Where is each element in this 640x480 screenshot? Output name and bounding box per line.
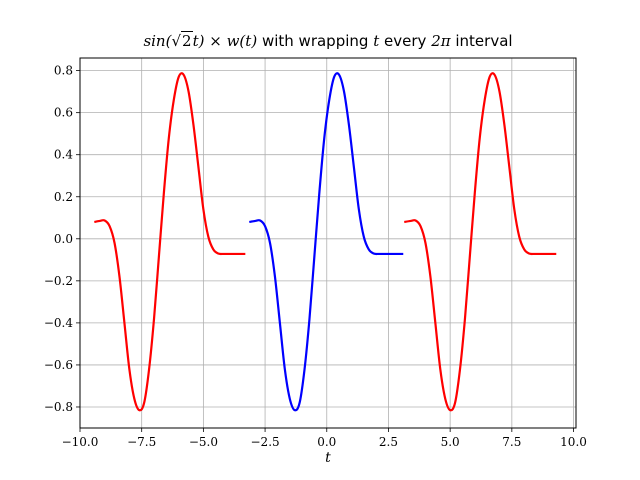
title-root-sign: √	[171, 32, 182, 50]
series-line-1	[249, 72, 404, 412]
title-radicand: 2	[181, 31, 193, 50]
title-twopi: 2π	[431, 32, 451, 50]
y-tick-label: −0.8	[44, 400, 73, 414]
x-tick-label: 7.5	[502, 435, 521, 449]
y-tick-label: 0.8	[54, 64, 73, 78]
x-tick-label: −7.5	[127, 435, 156, 449]
title-close-paren: )	[198, 32, 205, 50]
y-tick-label: 0.6	[54, 106, 73, 120]
title-sqrt: √2	[171, 31, 193, 50]
title-wt: w(t)	[226, 32, 258, 50]
title-times: ×	[209, 32, 222, 50]
title-func: sin(	[143, 32, 172, 50]
x-tick-label: 10.0	[560, 435, 587, 449]
y-tick-label: 0.4	[54, 148, 73, 162]
x-tick-label: −2.5	[251, 435, 280, 449]
y-tick-label: −0.4	[44, 316, 74, 330]
x-tick-label: 0.0	[317, 435, 336, 449]
x-tick-label: 2.5	[379, 435, 398, 449]
series-line-2	[404, 72, 557, 412]
tick-marks: −10.0 −7.5 −5.0 −2.5 0.0 2.5 5.0 7.5 10.0 −0.8 −0.…	[44, 64, 587, 449]
series-line-0	[94, 72, 246, 412]
x-tick-label: −10.0	[62, 435, 99, 449]
title-every: every	[384, 32, 427, 50]
x-axis-label: t	[325, 450, 331, 466]
title-t: t	[373, 32, 380, 50]
plot-frame	[79, 57, 577, 429]
y-tick-label: 0.2	[54, 190, 73, 204]
title-with-wrapping: with wrapping	[261, 32, 369, 50]
chart-title: sin(√2t) × w(t) with wrapping t every 2π…	[80, 31, 576, 50]
series-lines	[94, 72, 557, 412]
y-tick-label: −0.6	[44, 358, 73, 372]
x-tick-label: −5.0	[189, 435, 218, 449]
x-tick-label: 5.0	[441, 435, 460, 449]
title-t-inner: t	[192, 32, 199, 50]
title-interval: interval	[455, 32, 513, 50]
y-tick-label: 0.0	[54, 232, 73, 246]
y-tick-label: −0.2	[44, 274, 73, 288]
